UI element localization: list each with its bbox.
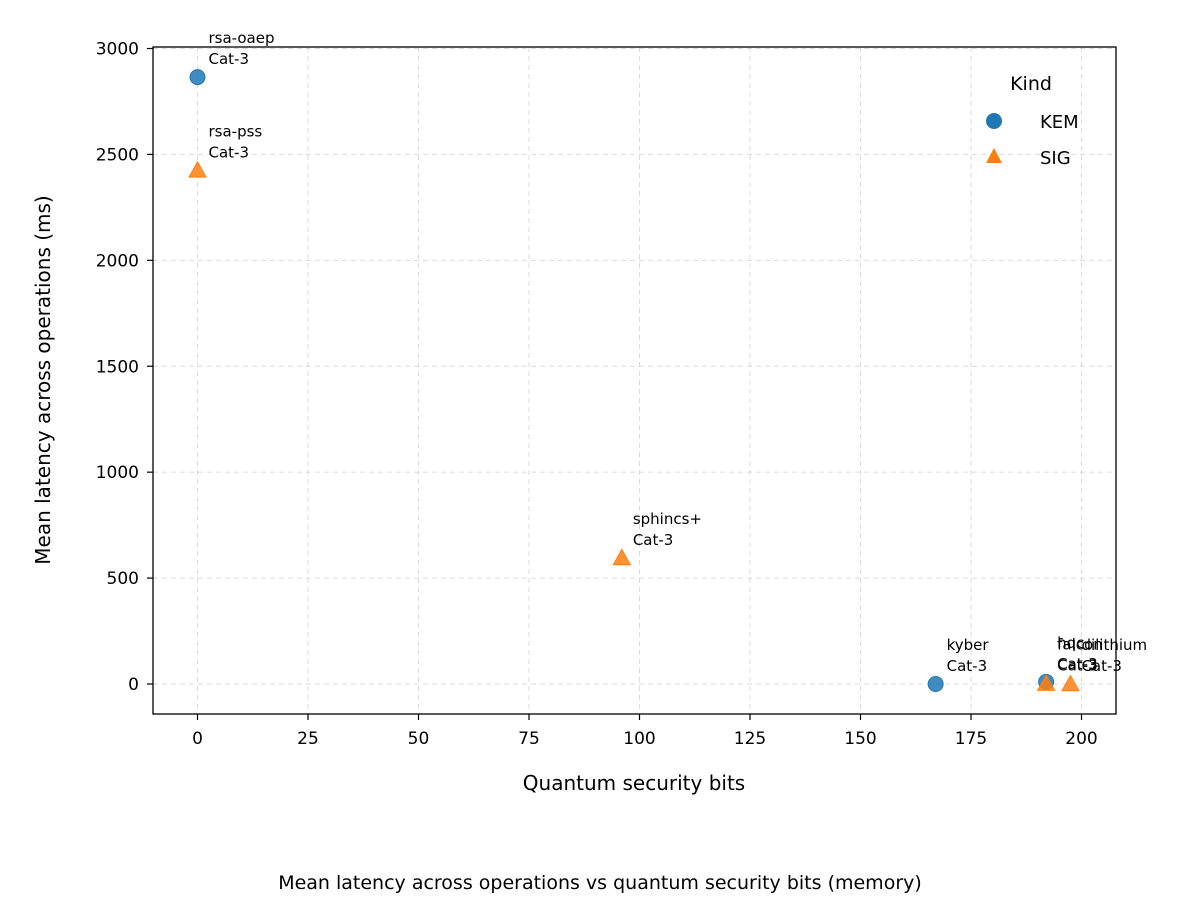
point-label-category: Cat-3 bbox=[947, 657, 988, 675]
y-tick-label: 1500 bbox=[96, 357, 139, 377]
point-label-name: dilithium bbox=[1081, 636, 1147, 654]
sig-point bbox=[1061, 674, 1080, 692]
legend-sig-label: SIG bbox=[1040, 148, 1071, 169]
point-label-name: kyber bbox=[947, 636, 990, 654]
y-axis-label: Mean latency across operations (ms) bbox=[31, 195, 55, 564]
point-label-category: Cat-3 bbox=[209, 50, 250, 68]
grid-lines bbox=[153, 47, 1116, 714]
x-axis-label: Quantum security bits bbox=[523, 771, 745, 795]
legend-title: Kind bbox=[1010, 73, 1052, 95]
x-tick-label: 150 bbox=[844, 729, 876, 749]
point-label-category: Cat-3 bbox=[1057, 655, 1098, 673]
point-label-name: rsa-oaep bbox=[209, 29, 275, 47]
y-tick-label: 2000 bbox=[96, 251, 139, 271]
x-tick-label: 50 bbox=[408, 729, 430, 749]
x-tick-label: 125 bbox=[734, 729, 766, 749]
data-points bbox=[188, 69, 1080, 692]
point-label-category: Cat-3 bbox=[1081, 657, 1122, 675]
point-labels: rsa-oaep Cat-3 kyber Cat-3 hqc Cat-3 rsa-pss Ca… bbox=[209, 29, 1148, 675]
chart-caption: Mean latency across operations vs quantu… bbox=[278, 872, 922, 894]
point-label-name: falcon bbox=[1057, 636, 1103, 654]
x-tick-label: 0 bbox=[192, 729, 203, 749]
point-label-category: Cat-3 bbox=[209, 143, 250, 161]
legend-kem-marker bbox=[986, 113, 1002, 129]
x-tick-label: 175 bbox=[955, 729, 987, 749]
sig-point bbox=[1036, 674, 1056, 691]
sig-point bbox=[612, 548, 632, 566]
point-label-category: Cat-3 bbox=[1057, 657, 1098, 675]
legend: Kind KEM SIG bbox=[986, 73, 1079, 169]
legend-sig-marker bbox=[986, 148, 1002, 163]
x-tick-label: 25 bbox=[297, 729, 319, 749]
kem-point bbox=[189, 69, 206, 86]
y-tick-label: 3000 bbox=[96, 40, 139, 60]
legend-kem-label: KEM bbox=[1040, 112, 1079, 133]
y-tick-label: 2500 bbox=[96, 145, 139, 165]
point-label-name: sphincs+ bbox=[633, 510, 702, 528]
axis-ticks: 0 25 50 75 100 125 150 175 200050010001500200025… bbox=[96, 40, 1098, 750]
x-tick-label: 100 bbox=[623, 729, 655, 749]
kem-point bbox=[927, 676, 944, 692]
point-label-name: hqc bbox=[1057, 634, 1084, 652]
x-tick-label: 200 bbox=[1065, 729, 1097, 749]
point-label-name: rsa-pss bbox=[209, 122, 263, 140]
y-tick-label: 500 bbox=[107, 569, 139, 589]
sig-point bbox=[188, 160, 207, 178]
y-tick-label: 0 bbox=[128, 675, 139, 695]
x-tick-label: 75 bbox=[518, 729, 540, 749]
plot-area-frame bbox=[152, 46, 1117, 715]
point-label-category: Cat-3 bbox=[633, 531, 674, 549]
y-tick-label: 1000 bbox=[96, 463, 139, 483]
